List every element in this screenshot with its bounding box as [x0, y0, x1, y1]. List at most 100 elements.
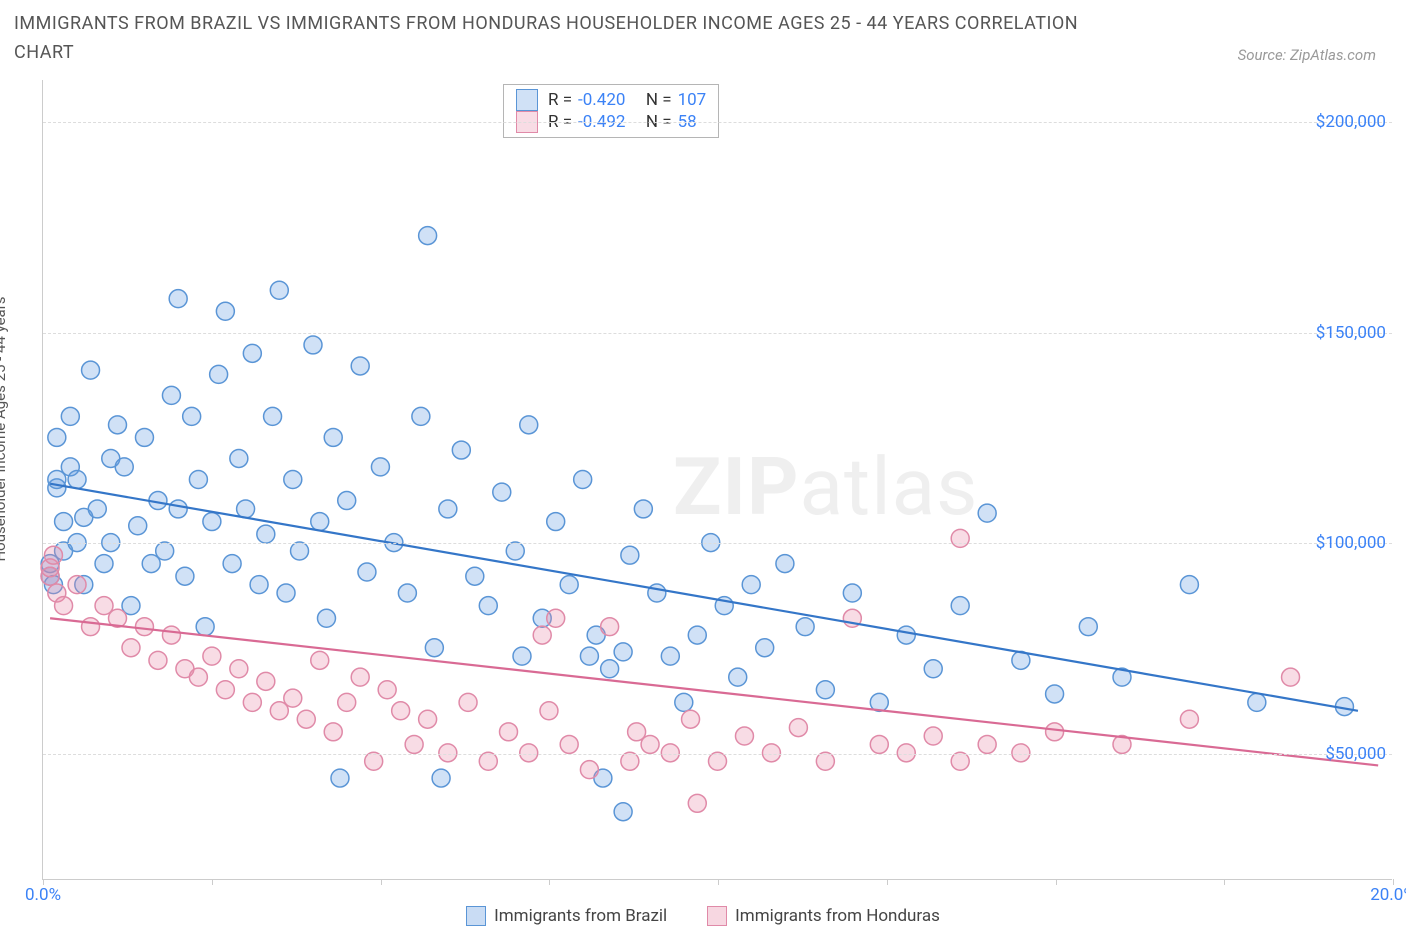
scatter-point: [264, 407, 282, 425]
scatter-point: [1180, 710, 1198, 728]
scatter-point: [156, 542, 174, 560]
scatter-point: [479, 597, 497, 615]
scatter-point: [398, 584, 416, 602]
x-tick-label: 0.0%: [25, 885, 61, 905]
scatter-point: [1046, 723, 1064, 741]
scatter-point: [88, 500, 106, 518]
gridline: [43, 333, 1392, 334]
scatter-point: [520, 416, 538, 434]
scatter-point: [243, 344, 261, 362]
scatter-point: [614, 643, 632, 661]
scatter-point: [358, 563, 376, 581]
scatter-point: [661, 647, 679, 665]
scatter-point: [547, 513, 565, 531]
x-tick-mark: [549, 879, 550, 885]
x-tick-mark: [212, 879, 213, 885]
scatter-point: [122, 639, 140, 657]
scatter-point: [675, 693, 693, 711]
scatter-point: [709, 752, 727, 770]
scatter-point: [816, 752, 834, 770]
scatter-point: [1248, 693, 1266, 711]
scatter-point: [162, 626, 180, 644]
scatter-point: [109, 416, 127, 434]
scatter-point: [439, 500, 457, 518]
scatter-point: [237, 500, 255, 518]
scatter-point: [95, 555, 113, 573]
scatter-point: [55, 513, 73, 531]
scatter-point: [243, 693, 261, 711]
scatter-point: [951, 529, 969, 547]
scatter-point: [742, 576, 760, 594]
scatter-point: [284, 689, 302, 707]
x-tick-mark: [1224, 879, 1225, 885]
scatter-point: [574, 471, 592, 489]
x-tick-mark: [1056, 879, 1057, 885]
x-tick-mark: [718, 879, 719, 885]
chart-plot-area: ZIPatlas R = -0.420 N = 107 R = -0.492 N…: [42, 80, 1392, 880]
y-tick-label: $50,000: [1325, 744, 1386, 764]
scatter-point: [580, 647, 598, 665]
scatter-point: [924, 660, 942, 678]
scatter-point: [540, 702, 558, 720]
scatter-point: [405, 735, 423, 753]
trend-line: [50, 484, 1358, 711]
scatter-point: [729, 668, 747, 686]
scatter-point: [82, 361, 100, 379]
scatter-point: [48, 428, 66, 446]
scatter-point: [533, 626, 551, 644]
scatter-point: [392, 702, 410, 720]
scatter-point: [641, 735, 659, 753]
scatter-point: [951, 752, 969, 770]
scatter-point: [493, 483, 511, 501]
legend-item: Immigrants from Honduras: [707, 906, 940, 926]
x-tick-mark: [887, 879, 888, 885]
scatter-point: [1282, 668, 1300, 686]
scatter-svg: [43, 80, 1392, 879]
scatter-point: [61, 407, 79, 425]
scatter-point: [297, 710, 315, 728]
scatter-point: [55, 597, 73, 615]
scatter-point: [452, 441, 470, 459]
chart-title: IMMIGRANTS FROM BRAZIL VS IMMIGRANTS FRO…: [14, 10, 1114, 68]
scatter-point: [466, 567, 484, 585]
scatter-point: [1079, 618, 1097, 636]
scatter-point: [324, 428, 342, 446]
scatter-point: [419, 710, 437, 728]
scatter-point: [203, 647, 221, 665]
legend-label: Immigrants from Brazil: [494, 906, 667, 926]
scatter-point: [924, 727, 942, 745]
gridline: [43, 122, 1392, 123]
scatter-point: [311, 513, 329, 531]
scatter-point: [371, 458, 389, 476]
scatter-point: [216, 681, 234, 699]
x-tick-label: 20.0%: [1370, 885, 1406, 905]
scatter-point: [560, 576, 578, 594]
scatter-point: [789, 719, 807, 737]
scatter-point: [365, 752, 383, 770]
scatter-point: [621, 546, 639, 564]
scatter-point: [870, 735, 888, 753]
scatter-point: [547, 609, 565, 627]
scatter-point: [324, 723, 342, 741]
scatter-point: [284, 471, 302, 489]
scatter-point: [412, 407, 430, 425]
scatter-point: [223, 555, 241, 573]
scatter-point: [291, 542, 309, 560]
scatter-point: [796, 618, 814, 636]
scatter-point: [162, 386, 180, 404]
scatter-point: [68, 471, 86, 489]
scatter-point: [210, 365, 228, 383]
scatter-point: [425, 639, 443, 657]
scatter-point: [351, 668, 369, 686]
scatter-point: [459, 693, 477, 711]
scatter-point: [1046, 685, 1064, 703]
y-tick-label: $200,000: [1316, 112, 1386, 132]
scatter-point: [230, 449, 248, 467]
scatter-point: [506, 542, 524, 560]
scatter-point: [257, 525, 275, 543]
scatter-point: [257, 672, 275, 690]
scatter-point: [304, 336, 322, 354]
scatter-point: [338, 693, 356, 711]
legend-item: Immigrants from Brazil: [466, 906, 667, 926]
scatter-point: [756, 639, 774, 657]
